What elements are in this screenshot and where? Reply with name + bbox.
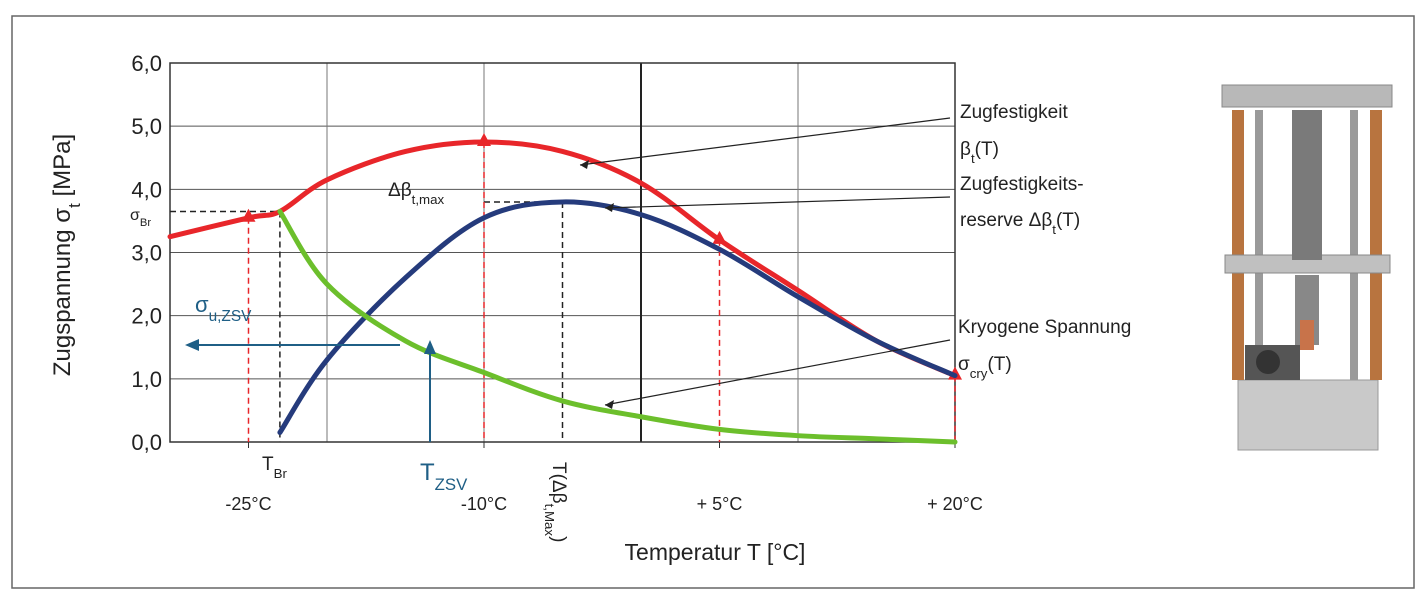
label-text: reserve Δβ (960, 210, 1052, 231)
label-text: σ (958, 354, 970, 375)
annotation: βt(T) (960, 139, 999, 166)
pointer-head (605, 400, 614, 409)
annotation: Zugfestigkeits- (960, 174, 1084, 195)
pointer-head (605, 203, 614, 212)
x-tick-label: -25°C (225, 494, 271, 514)
y-axis-title: Zugspannung σt [MPa] (49, 134, 84, 376)
label-subscript: t (1052, 222, 1056, 237)
label-text: β (960, 139, 971, 160)
label-text: Zugspannung σ (49, 208, 76, 376)
y-tick-label: 4,0 (131, 177, 162, 202)
pointer-line (604, 196, 951, 209)
label-text: T(Δβ (548, 462, 569, 504)
annotation: T(Δβt,Max) (543, 462, 570, 542)
annotation: σu,ZSV (195, 292, 252, 325)
x-tick-label: -10°C (461, 494, 507, 514)
pointer-line (604, 339, 951, 406)
label-text: Δβ (388, 180, 412, 201)
x-tick-label: + 5°C (697, 494, 743, 514)
label-subscript: cry (970, 366, 988, 381)
apparatus-photo (1221, 84, 1393, 451)
annotation: TBr (262, 454, 287, 481)
point-marker (477, 132, 491, 146)
label-text: Zugfestigkeit (960, 102, 1068, 123)
x-tick-label: + 20°C (927, 494, 983, 514)
label-subscript: Br (140, 217, 151, 229)
annotation: TZSV (420, 459, 468, 494)
label-text: σ (195, 292, 209, 317)
label-subscript: u,ZSV (209, 308, 253, 325)
label-text: (T) (975, 139, 999, 160)
y-tick-label: 2,0 (131, 304, 162, 329)
label-text: T (420, 459, 435, 486)
annotation: Zugfestigkeit (960, 102, 1068, 123)
annotation: Kryogene Spannung (958, 317, 1131, 338)
pointer-line (579, 117, 951, 166)
label-subscript: t,max (412, 192, 445, 207)
label-subscript: Br (274, 466, 288, 481)
x-axis-title: Temperatur T [°C] (625, 539, 806, 565)
label-subscript: ZSV (435, 475, 468, 494)
label-text: Kryogene Spannung (958, 317, 1131, 338)
annotation: σBr (130, 207, 151, 229)
y-tick-label: 0,0 (131, 430, 162, 455)
label-text: Zugfestigkeits- (960, 174, 1084, 195)
annotation: Δβt,max (388, 180, 444, 207)
label-text: (T) (987, 354, 1011, 375)
point-marker (712, 230, 727, 244)
label-text: σ (130, 207, 140, 224)
annotation: reserve Δβt(T) (960, 210, 1080, 237)
label-text: (T) (1056, 210, 1080, 231)
y-tick-label: 6,0 (131, 51, 162, 76)
series-line (277, 199, 958, 436)
label-text: T (262, 454, 274, 475)
label-text: [MPa] (49, 134, 76, 203)
point-marker (241, 208, 256, 222)
y-tick-label: 5,0 (131, 114, 162, 139)
arrow-head (424, 340, 436, 354)
annotation: σcry(T) (958, 354, 1012, 381)
pointer-head (580, 160, 589, 169)
label-subscript: t (971, 151, 975, 166)
y-tick-label: 3,0 (131, 241, 162, 266)
y-tick-label: 1,0 (131, 367, 162, 392)
label-subscript: t,Max (543, 504, 558, 537)
frame (11, 15, 1415, 589)
label-text: ) (548, 536, 569, 542)
label-subscript: t (65, 203, 84, 208)
arrow-head (185, 339, 199, 351)
series-line (277, 208, 958, 445)
